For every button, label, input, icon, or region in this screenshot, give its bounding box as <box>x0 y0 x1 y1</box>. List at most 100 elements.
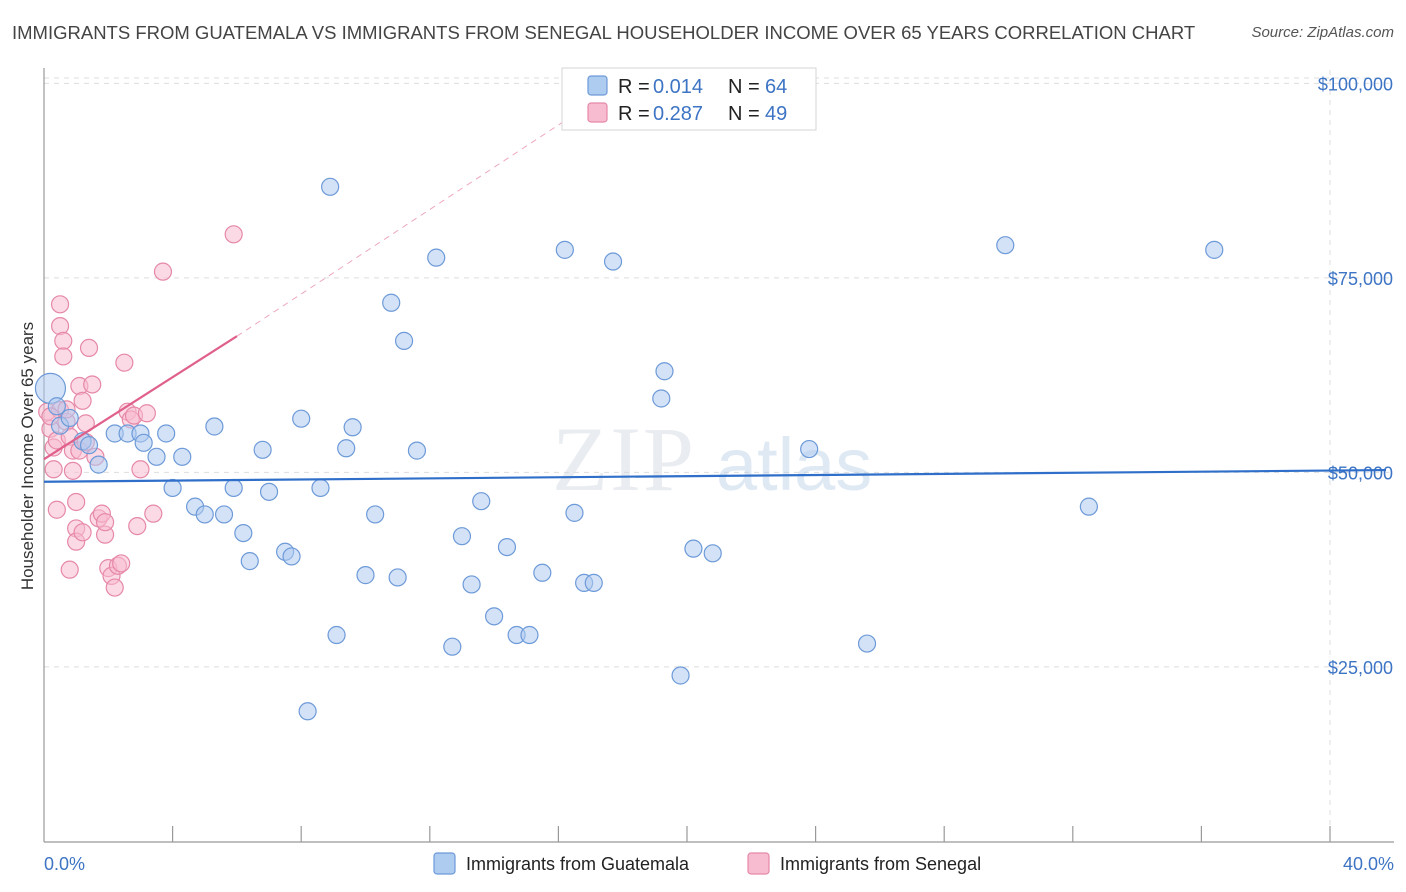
guatemala-point <box>366 505 385 524</box>
legend-r-label-senegal: R = <box>618 103 650 125</box>
guatemala-point <box>394 331 414 350</box>
series-legend: Immigrants from Guatemala Immigrants fro… <box>433 852 981 875</box>
legend-n-value-senegal: 49 <box>765 103 787 125</box>
senegal-point <box>224 225 243 244</box>
guatemala-point <box>388 568 407 587</box>
legend-n-label-guatemala: N = <box>728 76 760 98</box>
senegal-point <box>50 317 70 336</box>
y-tick-label: $50,000 <box>1328 463 1393 483</box>
guatemala-series <box>34 177 1224 721</box>
guatemala-point <box>472 492 491 511</box>
senegal-point <box>137 404 156 423</box>
guatemala-point <box>671 666 690 685</box>
guatemala-point <box>147 447 166 466</box>
x-tick-label-min: 0.0% <box>44 854 85 874</box>
guatemala-point <box>800 439 819 459</box>
legend-r-value-senegal: 0.287 <box>653 103 703 125</box>
chart-title: IMMIGRANTS FROM GUATEMALA VS IMMIGRANTS … <box>12 22 1196 43</box>
senegal-trend-line <box>43 335 238 461</box>
correlation-legend: R = 0.014 N = 64 R = 0.287 N = 49 <box>561 67 817 131</box>
senegal-point <box>73 523 92 542</box>
guatemala-point <box>173 447 192 466</box>
legend-n-label-senegal: N = <box>728 103 760 125</box>
guatemala-point <box>652 389 671 408</box>
legend-n-value-guatemala: 64 <box>765 76 787 98</box>
guatemala-point <box>163 478 182 498</box>
guatemala-point <box>79 436 99 455</box>
y-tick-label: $100,000 <box>1318 74 1393 94</box>
watermark-atlas: atlas <box>716 423 872 506</box>
guatemala-point <box>520 625 539 645</box>
y-axis-label: Householder Income Over 65 years <box>18 322 37 590</box>
senegal-point <box>63 461 83 480</box>
guatemala-point <box>382 293 401 312</box>
guatemala-point <box>356 566 375 585</box>
guatemala-point <box>443 637 462 656</box>
senegal-point <box>115 353 134 372</box>
guatemala-point <box>684 539 703 558</box>
guatemala-point <box>497 537 517 557</box>
guatemala-point <box>427 248 446 267</box>
guatemala-point <box>407 441 427 460</box>
bottom-swatch-senegal <box>747 852 770 875</box>
senegal-point <box>54 347 73 366</box>
guatemala-point <box>555 240 574 259</box>
guatemala-point <box>134 433 153 452</box>
guatemala-point <box>240 552 259 571</box>
y-tick-label: $25,000 <box>1328 658 1393 678</box>
guatemala-point <box>89 455 108 474</box>
guatemala-point <box>485 607 504 626</box>
guatemala-point <box>224 478 243 498</box>
senegal-point <box>83 375 102 394</box>
senegal-point <box>95 513 115 532</box>
guatemala-point <box>703 544 722 563</box>
legend-swatch-guatemala <box>587 75 608 96</box>
guatemala-point <box>565 503 584 522</box>
guatemala-point <box>584 573 603 592</box>
guatemala-point <box>452 527 472 546</box>
guatemala-point <box>1079 497 1098 516</box>
guatemala-point <box>214 505 234 524</box>
watermark-zip: ZIP <box>552 408 696 510</box>
senegal-point <box>128 516 147 536</box>
y-tick-label: $75,000 <box>1328 269 1393 289</box>
guatemala-point <box>343 418 362 437</box>
axes <box>43 68 1394 843</box>
senegal-point <box>44 460 63 479</box>
legend-swatch-senegal <box>587 102 608 123</box>
senegal-point <box>54 331 73 350</box>
senegal-point <box>79 338 99 358</box>
source-credit: Source: ZipAtlas.com <box>1251 24 1394 41</box>
guatemala-point <box>311 478 330 498</box>
guatemala-point <box>282 547 301 566</box>
guatemala-point <box>462 575 481 594</box>
x-tick-label-max: 40.0% <box>1343 854 1394 874</box>
y-tick-labels: $25,000 $50,000 $75,000 $100,000 <box>1318 74 1393 678</box>
legend-r-label-guatemala: R = <box>618 76 650 98</box>
guatemala-point <box>996 236 1015 255</box>
bottom-swatch-guatemala <box>433 852 456 875</box>
legend-r-value-guatemala: 0.014 <box>653 76 703 98</box>
senegal-point <box>105 578 124 597</box>
guatemala-point <box>533 563 552 582</box>
guatemala-point <box>327 625 346 645</box>
senegal-point <box>112 554 131 573</box>
senegal-point <box>67 492 86 512</box>
guatemala-point <box>857 634 877 653</box>
guatemala-point <box>234 523 253 543</box>
guatemala-point <box>298 702 317 721</box>
bottom-legend-guatemala: Immigrants from Guatemala <box>466 854 690 874</box>
senegal-trend-extension <box>236 114 575 337</box>
guatemala-point <box>655 362 674 381</box>
guatemala-point <box>60 408 79 428</box>
senegal-point <box>60 560 79 579</box>
bottom-legend-senegal: Immigrants from Senegal <box>780 854 981 874</box>
trend-lines <box>43 114 1387 483</box>
guatemala-point <box>259 482 279 501</box>
guatemala-point <box>292 409 311 428</box>
guatemala-point <box>1205 240 1224 259</box>
watermark: ZIP atlas <box>552 408 872 510</box>
guatemala-point <box>195 505 214 524</box>
guatemala-point <box>337 439 356 458</box>
